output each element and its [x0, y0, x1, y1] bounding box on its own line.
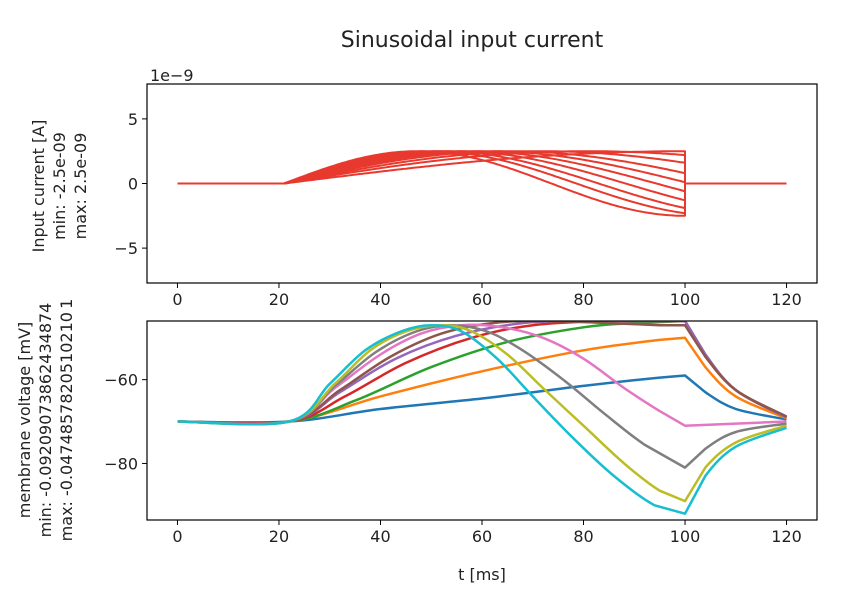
bottom-y-ticks: −60 −80: [104, 371, 147, 473]
top-ylabel-line-3: max: 2.5e-09: [71, 133, 90, 240]
figure-title: Sinusoidal input current: [341, 28, 604, 53]
voltage-series-line: [177, 323, 787, 515]
current-series-line: [177, 150, 787, 217]
bottom-axes-frame: [146, 320, 818, 521]
bottom-ylabel-line-2: min: -0.09209073862434874: [36, 303, 55, 538]
top-ylabel-line-2: min: -2.5e-09: [50, 132, 69, 240]
top-y-ticks: 5 0 −5: [114, 110, 147, 258]
input-current-plot: 1e−9 0 20 40 60 80 100 120 5 0 −5 Input current …: [29, 66, 818, 309]
current-series-line: [177, 150, 787, 202]
bottom-ylabel-line-3: max: -0.0474857820510210 1: [57, 299, 76, 542]
top-xtick-label: 120: [771, 290, 802, 309]
y-offset-label: 1e−9: [150, 66, 194, 85]
voltage-series-line: [177, 323, 787, 427]
current-series-line: [177, 150, 787, 215]
bottom-xtick-label: 80: [573, 527, 593, 546]
top-xtick-label: 80: [573, 290, 593, 309]
voltage-series-line: [177, 336, 787, 425]
bottom-xtick-label: 120: [771, 527, 802, 546]
bottom-xtick-label: 40: [370, 527, 390, 546]
top-xtick-label: 40: [370, 290, 390, 309]
bottom-xtick-label: 20: [269, 527, 289, 546]
top-xtick-label: 0: [172, 290, 182, 309]
top-ytick-label: 0: [128, 175, 138, 194]
current-series-line: [177, 150, 787, 193]
top-x-ticks: 0 20 40 60 80 100 120: [172, 283, 802, 309]
top-xtick-label: 20: [269, 290, 289, 309]
top-ytick-label: 5: [128, 110, 138, 129]
bottom-plot-lines: [177, 321, 788, 515]
voltage-series-line: [177, 323, 787, 469]
top-xtick-label: 60: [472, 290, 492, 309]
top-plot-lines: [177, 150, 787, 217]
top-ylabel-line-1: Input current [A]: [29, 120, 48, 253]
top-xtick-label: 100: [670, 290, 701, 309]
bottom-ytick-label: −60: [104, 371, 138, 390]
bottom-xlabel: t [ms]: [458, 565, 506, 584]
bottom-ylabel-line-1: membrane voltage [mV]: [15, 322, 34, 519]
current-series-line: [177, 150, 787, 185]
membrane-voltage-plot: 0 20 40 60 80 100 120 −60 −80 t [ms] membrane v…: [15, 299, 818, 584]
bottom-xtick-label: 100: [670, 527, 701, 546]
bottom-xtick-label: 60: [472, 527, 492, 546]
voltage-series-line: [177, 374, 787, 424]
bottom-ytick-label: −80: [104, 454, 138, 473]
current-series-line: [177, 150, 787, 210]
bottom-xtick-label: 0: [172, 527, 182, 546]
bottom-x-ticks: 0 20 40 60 80 100 120: [172, 520, 802, 546]
top-ytick-label: −5: [114, 239, 138, 258]
voltage-series-line: [177, 323, 787, 503]
